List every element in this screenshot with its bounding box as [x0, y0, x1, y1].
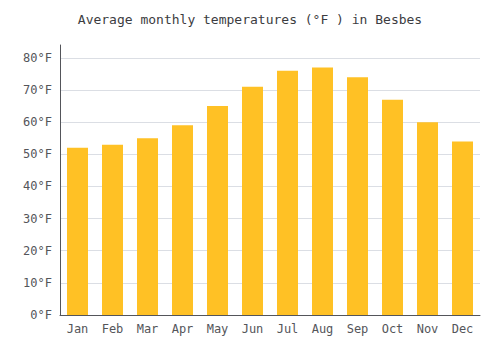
- svg-text:Apr: Apr: [172, 322, 194, 336]
- svg-text:20°F: 20°F: [23, 244, 52, 258]
- svg-text:Feb: Feb: [102, 322, 124, 336]
- svg-text:70°F: 70°F: [23, 83, 52, 97]
- svg-text:50°F: 50°F: [23, 147, 52, 161]
- svg-text:Sep: Sep: [347, 322, 369, 336]
- svg-text:Average monthly temperatures (: Average monthly temperatures (°F ) in Be…: [78, 12, 422, 27]
- svg-text:Aug: Aug: [312, 322, 334, 336]
- svg-text:Mar: Mar: [137, 322, 159, 336]
- svg-text:Dec: Dec: [452, 322, 474, 336]
- svg-text:30°F: 30°F: [23, 212, 52, 226]
- svg-text:40°F: 40°F: [23, 179, 52, 193]
- svg-text:Jul: Jul: [277, 322, 299, 336]
- svg-text:May: May: [207, 322, 229, 336]
- svg-text:60°F: 60°F: [23, 115, 52, 129]
- svg-text:10°F: 10°F: [23, 276, 52, 290]
- svg-text:0°F: 0°F: [30, 308, 52, 322]
- svg-text:80°F: 80°F: [23, 51, 52, 65]
- svg-text:Nov: Nov: [417, 322, 439, 336]
- svg-text:Jan: Jan: [67, 322, 89, 336]
- svg-text:Oct: Oct: [382, 322, 404, 336]
- svg-text:Jun: Jun: [242, 322, 264, 336]
